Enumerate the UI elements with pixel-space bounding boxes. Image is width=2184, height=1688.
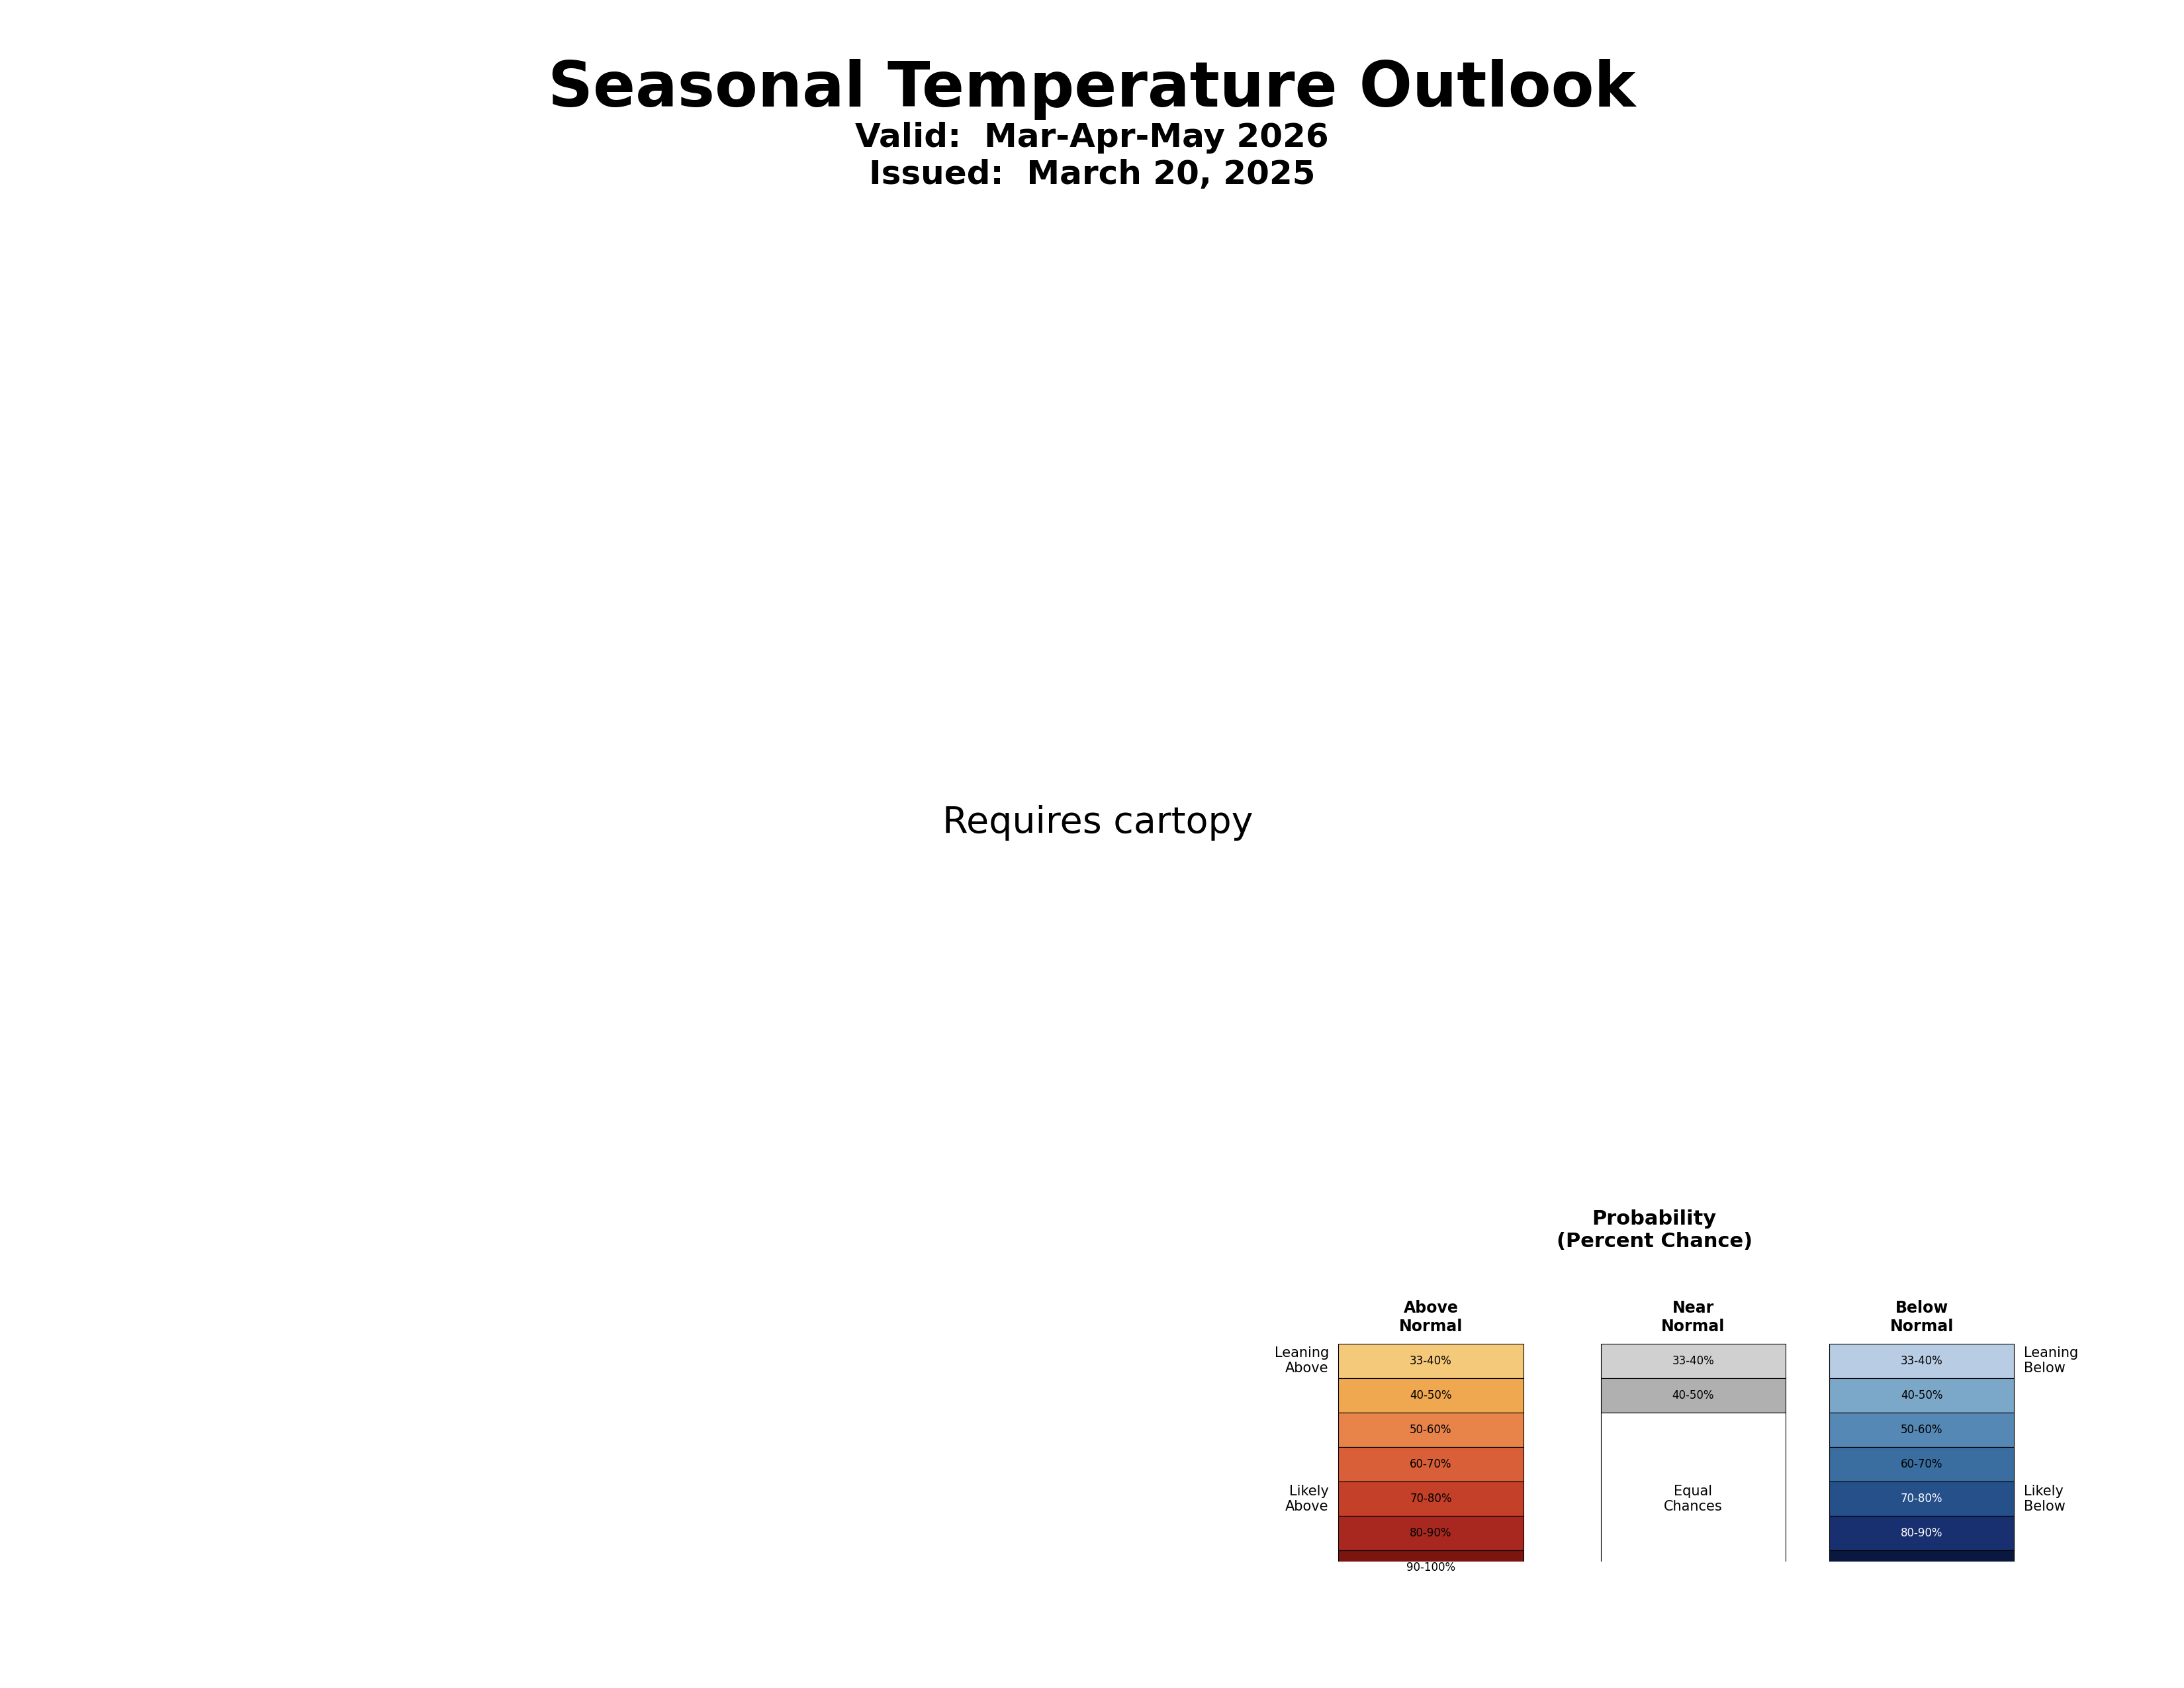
Bar bbox=[1601, 1344, 1787, 1377]
Text: 60-70%: 60-70% bbox=[1411, 1458, 1452, 1470]
Bar bbox=[1830, 1482, 2014, 1516]
Text: 90-100%: 90-100% bbox=[1406, 1561, 1455, 1573]
Bar bbox=[1830, 1377, 2014, 1413]
Text: 33-40%: 33-40% bbox=[1900, 1355, 1944, 1367]
Text: 40-50%: 40-50% bbox=[1900, 1389, 1942, 1401]
Text: 90-100%: 90-100% bbox=[1898, 1561, 1946, 1573]
Text: 60-70%: 60-70% bbox=[1900, 1458, 1942, 1470]
Bar bbox=[1830, 1447, 2014, 1482]
Text: 50-60%: 50-60% bbox=[1900, 1425, 1942, 1436]
Bar bbox=[1339, 1413, 1522, 1447]
Bar bbox=[1339, 1447, 1522, 1482]
Text: Likely
Above: Likely Above bbox=[1286, 1484, 1328, 1512]
Text: Leaning
Below: Leaning Below bbox=[2025, 1347, 2079, 1376]
Text: Above
Normal: Above Normal bbox=[1400, 1300, 1463, 1335]
Bar bbox=[1601, 1377, 1787, 1413]
Text: Likely
Below: Likely Below bbox=[2025, 1484, 2066, 1512]
Text: 70-80%: 70-80% bbox=[1900, 1492, 1942, 1504]
Bar bbox=[1339, 1516, 1522, 1551]
Text: Leaning
Above: Leaning Above bbox=[1275, 1347, 1328, 1376]
Text: Below
Normal: Below Normal bbox=[1889, 1300, 1952, 1335]
Bar bbox=[1339, 1482, 1522, 1516]
Text: 70-80%: 70-80% bbox=[1411, 1492, 1452, 1504]
Text: 33-40%: 33-40% bbox=[1409, 1355, 1452, 1367]
Text: 80-90%: 80-90% bbox=[1900, 1528, 1942, 1539]
Bar bbox=[1830, 1413, 2014, 1447]
Text: Valid:  Mar-Apr-May 2026: Valid: Mar-Apr-May 2026 bbox=[856, 122, 1328, 154]
Bar bbox=[1339, 1551, 1522, 1585]
Bar bbox=[1830, 1551, 2014, 1585]
Text: Probability
(Percent Chance): Probability (Percent Chance) bbox=[1557, 1209, 1752, 1251]
Text: 40-50%: 40-50% bbox=[1673, 1389, 1714, 1401]
Bar bbox=[1601, 1413, 1787, 1585]
Text: Near
Normal: Near Normal bbox=[1662, 1300, 1725, 1335]
Text: 40-50%: 40-50% bbox=[1411, 1389, 1452, 1401]
Text: Equal
Chances: Equal Chances bbox=[1664, 1484, 1723, 1512]
Text: Issued:  March 20, 2025: Issued: March 20, 2025 bbox=[869, 159, 1315, 191]
Text: Requires cartopy: Requires cartopy bbox=[941, 805, 1254, 841]
Text: 80-90%: 80-90% bbox=[1411, 1528, 1452, 1539]
Bar bbox=[1339, 1377, 1522, 1413]
Text: 50-60%: 50-60% bbox=[1411, 1425, 1452, 1436]
Text: 33-40%: 33-40% bbox=[1673, 1355, 1714, 1367]
Bar bbox=[1830, 1344, 2014, 1377]
Text: Seasonal Temperature Outlook: Seasonal Temperature Outlook bbox=[548, 59, 1636, 120]
Bar bbox=[1830, 1516, 2014, 1551]
Bar bbox=[1339, 1344, 1522, 1377]
